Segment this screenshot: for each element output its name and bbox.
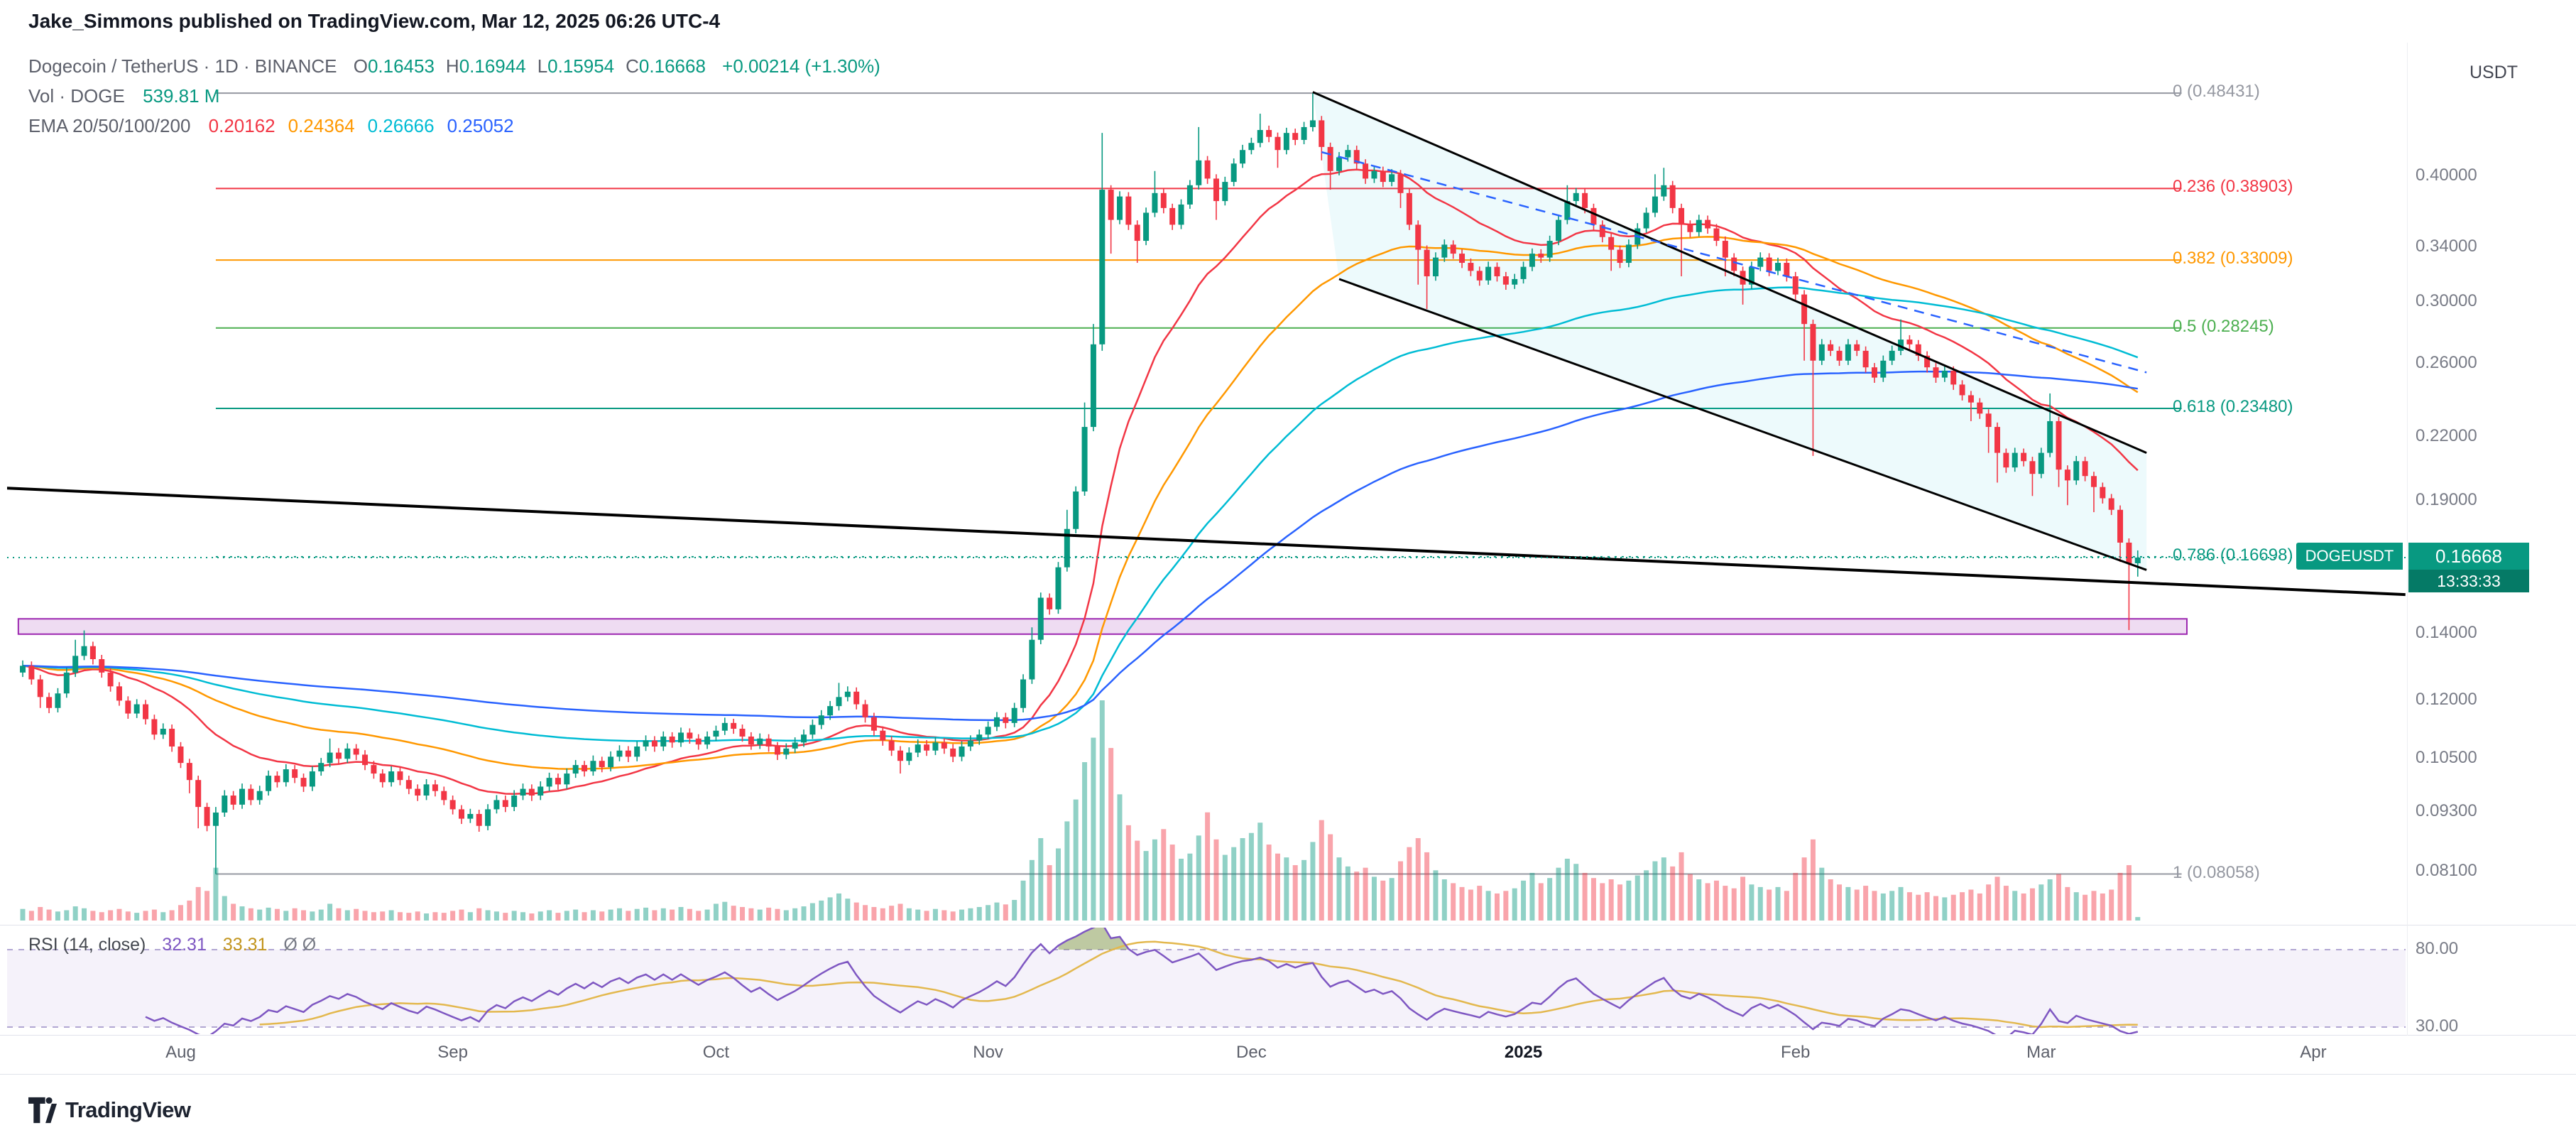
time-axis-label: Nov [973,1043,1003,1062]
rsi-hidden-plots-icon[interactable]: Ø Ø [283,935,317,955]
ema-values: 0.20162 0.24364 0.26666 0.25052 [196,115,514,136]
major-trendline[interactable] [7,487,2406,597]
fib-level-label: 0.5 (0.28245) [2173,316,2274,336]
ema-value: 0.20162 [208,115,275,136]
ohlc-value: 0.16668 [638,55,706,77]
volume-value: 539.81 M [143,85,220,107]
ema-20-line[interactable] [22,168,2139,796]
time-axis-divider [0,1035,2576,1036]
price-tick-label: 0.14000 [2416,622,2477,642]
ohlc-value: 0.16453 [367,55,435,77]
ema-50-line[interactable] [22,236,2139,770]
price-tick-label: 0.09300 [2416,800,2477,820]
change-value: +0.00214 (+1.30%) [722,55,880,77]
rsi-label[interactable]: RSI (14, close) [28,935,146,955]
channel-upper-line[interactable] [1312,91,2147,454]
fib-level-label: 1 (0.08058) [2173,862,2260,882]
time-axis-label: Aug [165,1043,196,1062]
ema-100-line[interactable] [22,286,2139,742]
price-tick-label: 0.34000 [2416,237,2477,256]
rsi-line[interactable] [145,923,2139,1038]
dashed-trendline[interactable] [1321,151,2147,374]
ema-value: 0.24364 [288,115,355,136]
ohlc-key: O [353,55,368,77]
rsi-ma-value: 33.31 [222,935,268,955]
symbol-title[interactable]: Dogecoin / TetherUS · 1D · BINANCE [28,55,337,77]
time-axis-label: Oct [702,1043,730,1062]
price-tick-label: 0.19000 [2416,489,2477,509]
ohlc-key: C [626,55,639,77]
price-tick-label: 0.26000 [2416,353,2477,373]
channel-lower-line[interactable] [1338,278,2147,571]
rsi-ma-line[interactable] [259,940,2138,1028]
rsi-tick-label: 80.00 [2416,939,2459,958]
last-price-badge: 0.16668 [2408,543,2529,570]
time-axis-label: Dec [1236,1043,1267,1062]
fib-level-label: 0.382 (0.33009) [2173,249,2293,268]
rsi-value: 32.31 [162,935,207,955]
ohlc-key: L [537,55,548,77]
ema-label[interactable]: EMA 20/50/100/200 [28,115,191,136]
time-axis-label: Mar [2026,1043,2056,1062]
chart-bottom-border [0,1074,2576,1075]
rsi-tick-label: 30.00 [2416,1016,2459,1036]
time-axis-label: 2025 [1504,1043,1543,1062]
price-tick-label: 0.10500 [2416,748,2477,768]
volume-legend-row: Vol · DOGE 539.81 M [28,85,219,107]
ohlc-values: O0.16453 H0.16944 L0.15954 C0.16668 [342,55,706,77]
price-tick-label: 0.22000 [2416,425,2477,445]
time-axis-label: Apr [2300,1043,2327,1062]
rsi-legend-row: RSI (14, close) 32.31 33.31 Ø Ø [28,935,316,955]
tradingview-logo[interactable]: TradingView [28,1097,191,1124]
ema-legend-row: EMA 20/50/100/200 0.20162 0.24364 0.26666 0… [28,115,514,137]
volume-series [20,700,2141,921]
ohlc-value: 0.16944 [459,55,526,77]
ema-value: 0.25052 [447,115,514,136]
ema-200-line[interactable] [22,370,2138,722]
rsi-overbought-fill [1058,928,1129,950]
ohlc-value: 0.15954 [547,55,615,77]
price-tick-label: 0.12000 [2416,690,2477,710]
price-pane [7,91,2406,921]
rsi-band [7,950,2406,1027]
fib-level-label: 0.786 (0.16698) [2173,545,2293,565]
price-axis-currency[interactable]: USDT [2469,63,2518,82]
fib-level-label: 0.618 (0.23480) [2173,396,2293,416]
volume-label[interactable]: Vol · DOGE [28,85,125,107]
symbol-legend-row: Dogecoin / TetherUS · 1D · BINANCE O0.16… [28,55,880,77]
fib-level-label: 0 (0.48431) [2173,82,2260,102]
price-tick-label: 0.08100 [2416,861,2477,881]
price-axis-border [2407,43,2408,1036]
candles-series [20,93,2141,874]
time-axis-label: Feb [1781,1043,1811,1062]
time-axis-label: Sep [437,1043,468,1062]
channel-fill [1312,92,2147,570]
ema-value: 0.26666 [367,115,435,136]
rsi-pane [7,923,2406,1038]
bar-countdown: 13:33:33 [2408,570,2529,592]
last-price-symbol-tag: DOGEUSDT [2296,543,2403,570]
fib-level-label: 0.236 (0.38903) [2173,177,2293,197]
tradingview-logo-icon [28,1097,57,1124]
tradingview-wordmark: TradingView [65,1097,191,1122]
price-tick-label: 0.30000 [2416,291,2477,310]
price-tick-label: 0.40000 [2416,165,2477,185]
ohlc-key: H [445,55,459,77]
attribution-text: Jake_Simmons published on TradingView.co… [28,10,721,32]
